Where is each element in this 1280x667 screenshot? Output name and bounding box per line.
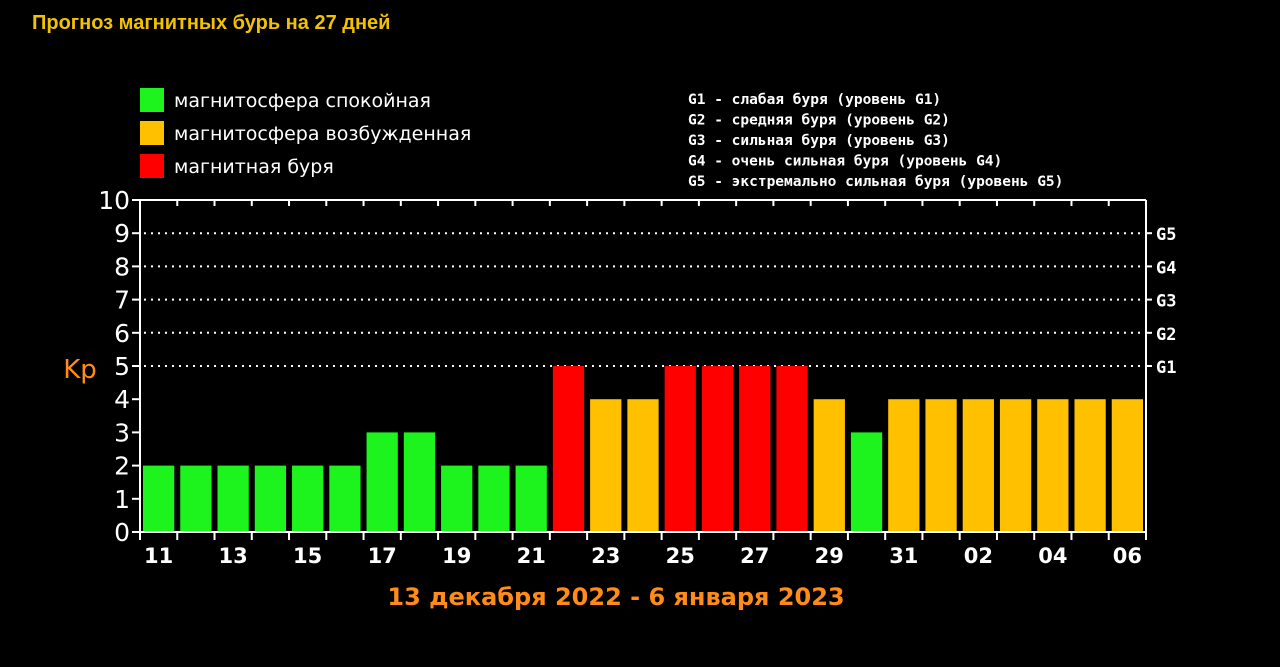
bar [292,465,324,532]
g-legend-item: G4 - очень сильная буря (уровень G4) [688,154,1002,170]
bar [627,399,659,532]
y-axis-label: Kp [63,355,97,385]
legend-label-calm: магнитосфера спокойная [174,90,431,112]
x-tick-label: 27 [740,544,769,568]
g-legend-item: G2 - средняя буря (уровень G2) [688,113,950,129]
bar [590,399,622,532]
bar [1111,399,1143,532]
right-axis-ticks: G1 G2 G3 G4 G5 [1146,225,1176,378]
bar [478,465,510,532]
x-tick-label: 31 [889,544,918,568]
grid-lines [144,232,1142,367]
y-tick-label: 6 [114,319,130,348]
x-tick-label: 25 [666,544,695,568]
bar [329,465,361,532]
bar [143,465,175,532]
x-axis-ticks: 11 13 15 17 19 21 23 25 27 29 31 02 04 06 [144,544,1142,568]
x-tick-label: 06 [1113,544,1142,568]
bar [1037,399,1069,532]
x-tick-label: 17 [368,544,397,568]
right-tick-label: G5 [1156,225,1176,245]
legend-label-storm: магнитная буря [174,156,334,178]
x-axis-label: 13 декабря 2022 - 6 января 2023 [387,583,844,611]
bar [552,366,585,532]
x-tick-label: 04 [1038,544,1067,568]
y-tick-label: 4 [114,385,130,414]
y-tick-label: 2 [114,452,130,481]
g-legend-item: G5 - экстремально сильная буря (уровень … [688,174,1063,190]
y-tick-label: 9 [114,219,130,248]
bars [143,366,1143,532]
x-tick-label: 02 [964,544,993,568]
x-tick-label: 13 [219,544,248,568]
y-tick-label: 7 [114,286,130,315]
bar [664,366,696,532]
page-title: Прогноз магнитных бурь на 27 дней [32,12,391,34]
bar [776,366,808,532]
bar [925,399,957,532]
x-tick-label: 15 [293,544,322,568]
level-legend: магнитосфера спокойная магнитосфера возбу… [140,88,471,178]
g-legend-item: G1 - слабая буря (уровень G1) [688,92,941,108]
legend-swatch-excited [140,121,164,145]
bar [813,399,845,532]
bar [180,465,212,532]
y-axis-ticks: 0 1 2 3 4 5 6 7 8 9 10 [98,186,140,547]
bar [217,465,249,532]
x-tick-label: 23 [591,544,620,568]
legend-label-excited: магнитосфера возбужденная [174,123,471,145]
bar [254,465,287,532]
g-legend-item: G3 - сильная буря (уровень G3) [688,133,950,149]
legend-swatch-calm [140,88,164,112]
right-tick-label: G2 [1156,325,1176,345]
x-tick-label: 29 [815,544,844,568]
legend-swatch-storm [140,154,164,178]
bar [999,399,1032,532]
x-tick-label: 21 [517,544,546,568]
y-tick-label: 5 [114,352,130,381]
bar [850,432,883,532]
bar [888,399,920,532]
bar [739,366,771,532]
y-tick-label: 1 [114,485,130,514]
bar [403,432,436,532]
right-tick-label: G1 [1156,358,1176,378]
right-tick-label: G4 [1156,258,1176,278]
x-tick-label: 19 [442,544,471,568]
bar [441,465,473,532]
axes [139,199,1147,540]
bar [366,432,398,532]
bar [1074,399,1106,532]
bar [515,465,547,532]
y-tick-label: 10 [98,186,130,215]
right-tick-label: G3 [1156,292,1176,312]
y-tick-label: 3 [114,418,130,447]
bar [701,366,734,532]
x-tick-label: 11 [144,544,173,568]
bar [962,399,994,532]
y-tick-label: 8 [114,252,130,281]
y-tick-label: 0 [114,518,130,547]
g-scale-legend: G1 - слабая буря (уровень G1) G2 - средня… [688,92,1063,190]
